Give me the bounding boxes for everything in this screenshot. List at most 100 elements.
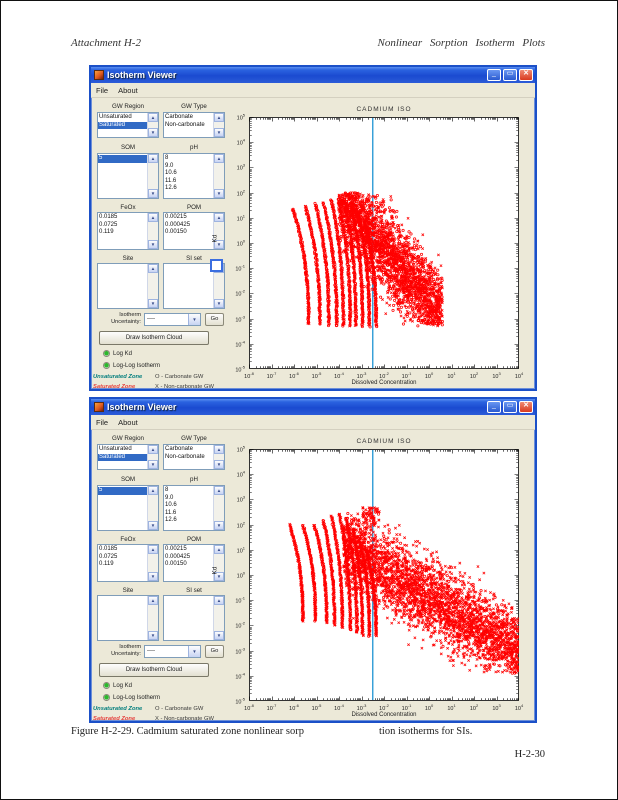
- scrollbar[interactable]: ▲ ▼: [213, 213, 224, 249]
- scrollbar[interactable]: ▲ ▼: [147, 445, 158, 469]
- scroll-track[interactable]: [214, 122, 224, 128]
- listbox-item[interactable]: 0.00215: [165, 546, 187, 552]
- listbox-item[interactable]: 8: [165, 487, 169, 493]
- scroll-down-icon[interactable]: ▼: [148, 189, 158, 198]
- scroll-up-icon[interactable]: ▲: [148, 113, 158, 122]
- listbox-item[interactable]: 10.6: [165, 170, 177, 176]
- scroll-down-icon[interactable]: ▼: [148, 299, 158, 308]
- listbox-item[interactable]: Carbonate: [165, 114, 194, 120]
- scroll-track[interactable]: [148, 222, 158, 240]
- scroll-down-icon[interactable]: ▼: [148, 240, 158, 249]
- log-kd-radio[interactable]: Log Kd: [103, 349, 132, 358]
- listbox-item[interactable]: 0.0185: [99, 546, 118, 552]
- scroll-down-icon[interactable]: ▼: [148, 521, 158, 530]
- listbox-item[interactable]: 0.00215: [165, 214, 187, 220]
- pom-listbox[interactable]: 0.00215 0.000425 0.00150 ▲ ▼: [163, 544, 225, 582]
- scroll-down-icon[interactable]: ▼: [214, 572, 224, 581]
- log-log-isotherm-radio[interactable]: Log-Log Isotherm: [103, 693, 160, 702]
- listbox-item[interactable]: 5: [98, 487, 147, 495]
- scroll-down-icon[interactable]: ▼: [148, 631, 158, 640]
- som-listbox[interactable]: 5 ▲ ▼: [97, 485, 159, 531]
- scroll-up-icon[interactable]: ▲: [214, 445, 224, 454]
- scroll-up-icon[interactable]: ▲: [148, 264, 158, 273]
- scrollbar[interactable]: ▲ ▼: [147, 486, 158, 530]
- listbox-item[interactable]: Unsaturated: [99, 114, 132, 120]
- site-listbox[interactable]: ▲ ▼: [97, 595, 159, 641]
- site-listbox[interactable]: ▲ ▼: [97, 263, 159, 309]
- listbox-item[interactable]: Carbonate: [165, 446, 194, 452]
- scroll-track[interactable]: [148, 554, 158, 572]
- log-kd-radio[interactable]: Log Kd: [103, 681, 132, 690]
- scroll-track[interactable]: [148, 163, 158, 189]
- scroll-track[interactable]: [148, 605, 158, 631]
- menu-file[interactable]: File: [96, 417, 109, 427]
- scrollbar[interactable]: ▲ ▼: [213, 154, 224, 198]
- listbox-item[interactable]: 0.119: [99, 229, 114, 235]
- uncertainty-dropdown[interactable]: ---- ▼: [144, 313, 201, 326]
- dropdown-arrow-icon[interactable]: ▼: [188, 646, 200, 657]
- scrollbar[interactable]: ▲ ▼: [147, 113, 158, 137]
- si-set-listbox[interactable]: ▲ ▼: [163, 595, 225, 641]
- scroll-track[interactable]: [214, 454, 224, 460]
- scroll-track[interactable]: [214, 163, 224, 189]
- listbox-item[interactable]: 0.00150: [165, 561, 187, 567]
- menu-about[interactable]: About: [118, 417, 138, 427]
- listbox-item[interactable]: Non-carbonate: [165, 121, 205, 128]
- scrollbar[interactable]: ▲ ▼: [147, 596, 158, 640]
- scroll-up-icon[interactable]: ▲: [148, 545, 158, 554]
- scrollbar[interactable]: ▲ ▼: [213, 486, 224, 530]
- listbox-item[interactable]: 0.0725: [99, 221, 118, 228]
- scroll-track[interactable]: [214, 273, 224, 299]
- scroll-up-icon[interactable]: ▲: [214, 545, 224, 554]
- listbox-item[interactable]: 0.000425: [165, 553, 191, 560]
- listbox-item[interactable]: 0.000425: [165, 221, 191, 228]
- close-button[interactable]: ✕: [519, 69, 533, 81]
- scrollbar[interactable]: ▲ ▼: [213, 445, 224, 469]
- log-log-isotherm-radio[interactable]: Log-Log Isotherm: [103, 361, 160, 370]
- listbox-item[interactable]: 11.6: [165, 509, 177, 516]
- scrollbar[interactable]: ▲ ▼: [147, 154, 158, 198]
- minimize-button[interactable]: _: [487, 401, 501, 413]
- scroll-up-icon[interactable]: ▲: [214, 154, 224, 163]
- scrollbar[interactable]: ▲ ▼: [147, 213, 158, 249]
- close-button[interactable]: ✕: [519, 401, 533, 413]
- uncertainty-dropdown[interactable]: ---- ▼: [144, 645, 201, 658]
- scroll-down-icon[interactable]: ▼: [214, 521, 224, 530]
- scroll-track[interactable]: [214, 222, 224, 240]
- scroll-up-icon[interactable]: ▲: [148, 154, 158, 163]
- go-button[interactable]: Go: [205, 645, 224, 658]
- scroll-track[interactable]: [214, 554, 224, 572]
- scrollbar[interactable]: ▲ ▼: [213, 545, 224, 581]
- listbox-item[interactable]: Saturated: [98, 121, 147, 129]
- scroll-up-icon[interactable]: ▲: [214, 486, 224, 495]
- scroll-down-icon[interactable]: ▼: [214, 240, 224, 249]
- listbox-item[interactable]: 9.0: [165, 494, 174, 501]
- window-titlebar[interactable]: Isotherm Viewer _ ▭ ✕: [91, 399, 535, 415]
- feox-listbox[interactable]: 0.0185 0.0725 0.119 ▲ ▼: [97, 544, 159, 582]
- scroll-track[interactable]: [148, 495, 158, 521]
- minimize-button[interactable]: _: [487, 69, 501, 81]
- gw-type-listbox[interactable]: Carbonate Non-carbonate ▲ ▼: [163, 112, 225, 138]
- listbox-item[interactable]: Unsaturated: [99, 446, 132, 452]
- dropdown-arrow-icon[interactable]: ▼: [188, 314, 200, 325]
- listbox-item[interactable]: 9.0: [165, 162, 174, 169]
- listbox-item[interactable]: 11.6: [165, 177, 177, 184]
- window-titlebar[interactable]: Isotherm Viewer _ ▭ ✕: [91, 67, 535, 83]
- scroll-track[interactable]: [148, 454, 158, 460]
- scroll-track[interactable]: [214, 605, 224, 631]
- scroll-down-icon[interactable]: ▼: [214, 460, 224, 469]
- scroll-track[interactable]: [214, 495, 224, 521]
- scroll-up-icon[interactable]: ▲: [214, 596, 224, 605]
- scroll-down-icon[interactable]: ▼: [148, 572, 158, 581]
- scrollbar[interactable]: ▲ ▼: [213, 113, 224, 137]
- menu-file[interactable]: File: [96, 85, 109, 95]
- listbox-item[interactable]: 8: [165, 155, 169, 161]
- axis-edit-box[interactable]: [210, 259, 223, 272]
- listbox-item[interactable]: 10.6: [165, 502, 177, 508]
- scrollbar[interactable]: ▲ ▼: [213, 596, 224, 640]
- listbox-item[interactable]: 5: [98, 155, 147, 163]
- go-button[interactable]: Go: [205, 313, 224, 326]
- listbox-item[interactable]: 0.00150: [165, 229, 187, 235]
- scroll-up-icon[interactable]: ▲: [148, 445, 158, 454]
- scroll-track[interactable]: [148, 122, 158, 128]
